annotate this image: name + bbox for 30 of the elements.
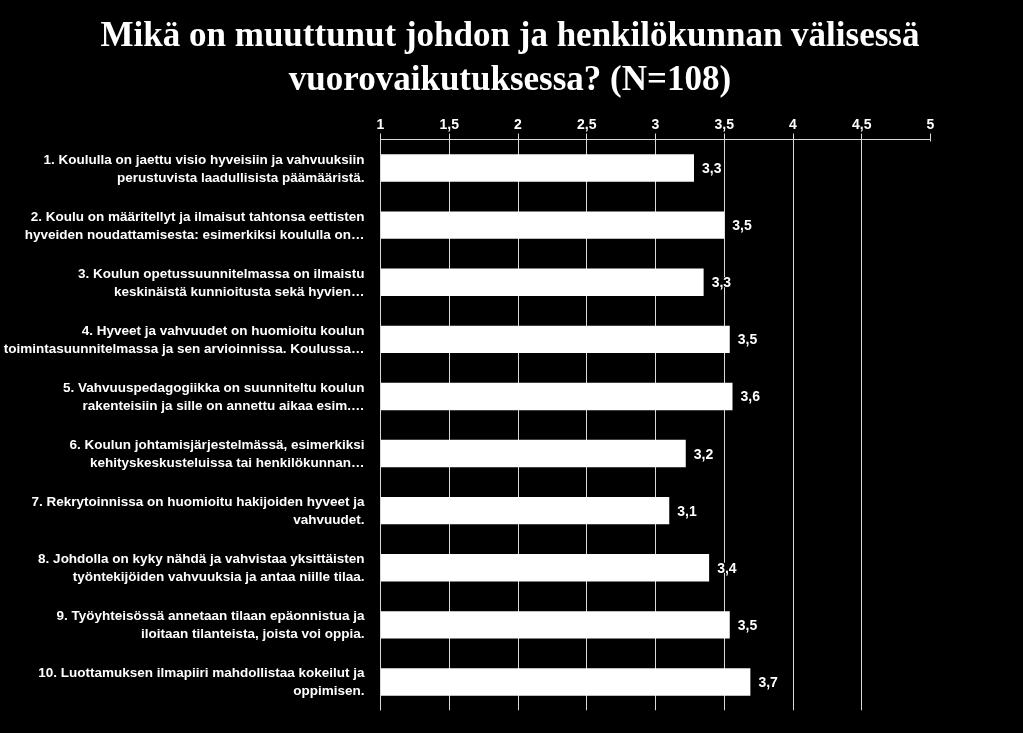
x-tick-label: 2	[514, 115, 523, 132]
data-label: 3,1	[677, 502, 697, 519]
x-tick-label: 5	[926, 115, 935, 132]
data-label: 3,5	[732, 217, 752, 234]
x-tick-label: 3	[651, 115, 660, 132]
x-tick-label: 4,5	[852, 115, 872, 132]
x-tick-label: 1	[376, 115, 385, 132]
y-tick-label: 9. Työyhteisössä annetaan tilaan epäonnistua ja iloitaan tilanteista, joista voi oppia.	[56, 608, 365, 642]
data-label: 3,5	[737, 616, 758, 633]
y-tick-label: 7. Rekrytoinnissa on huomioitu hakijoiden hyveet ja vahvuudet.	[31, 494, 365, 528]
x-tick-label: 4	[789, 115, 798, 132]
data-label: 3,3	[702, 160, 722, 177]
data-label: 3,2	[693, 445, 714, 462]
data-label: 3,7	[758, 673, 779, 690]
y-tick-label: 10. Luottamuksen ilmapiiri mahdollistaa kokeilut ja oppimisen.	[38, 665, 365, 699]
data-label: 3,4	[717, 559, 737, 576]
y-tick-label: 2. Koulu on määritellyt ja ilmaisut tahtonsa eettisten hyveiden noudattamisesta: esimerkiksi koululla on…	[24, 208, 365, 242]
data-label: 3,6	[740, 388, 761, 405]
x-tick-label: 1,5	[439, 115, 460, 132]
y-tick-label: 3. Koulun opetussuunnitelmassa on ilmaistu keskinäistä kunnioitusta sekä hyvien…	[77, 265, 365, 299]
data-label: 3,5	[737, 331, 758, 348]
y-tick-label: 4. Hyveet ja vahvuudet on huomioitu koulun toimintasuunnitelmassa ja sen arvioinnissa. Koulussa…	[3, 322, 365, 356]
chart-title: Mikä on muuttunut johdon ja henkilökunnan välisessä vuorovaikutuksessa? (N=108)	[100, 14, 920, 100]
x-tick-label: 3,5	[714, 115, 735, 132]
x-tick-label: 2,5	[577, 115, 597, 132]
y-tick-label: 6. Koulun johtamisjärjestelmässä, esimerkiksi kehityskeskusteluissa tai henkilökunnan…	[69, 437, 365, 471]
y-tick-label: 5. Vahvuuspedagogiikka on suunniteltu koulun rakenteisiin ja sille on annettu aikaa esim.…	[62, 379, 365, 413]
y-tick-label: 1. Koululla on jaettu visio hyveisiin ja vahvuuksiin perustuvista laadullisista päämääristä.	[43, 151, 365, 185]
data-label: 3,3	[711, 274, 732, 291]
y-tick-label: 8. Johdolla on kyky nähdä ja vahvistaa yksittäisten työntekijöiden vahvuuksia ja antaa niille tilaa.	[38, 551, 365, 585]
